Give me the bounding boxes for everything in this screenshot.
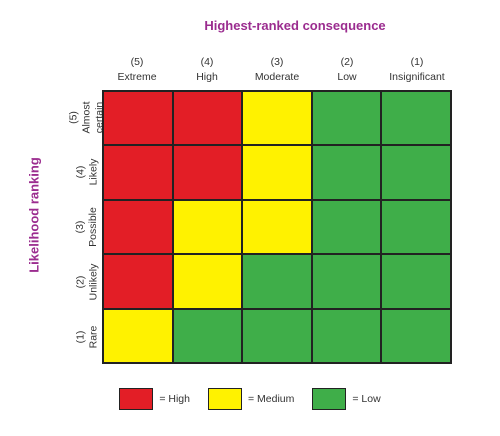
column-header: (5) Extreme [102,55,172,85]
risk-grid [102,90,452,364]
legend-label: = Low [352,393,381,405]
risk-cell-high [172,145,243,200]
risk-cell-medium [172,199,243,255]
row-header: (5) Almost certain [68,90,106,145]
risk-cell-medium [172,254,243,309]
row-header-label: Almost [80,101,93,134]
legend-swatch-medium [207,388,242,410]
risk-cell-low [311,145,382,200]
row-header-number: (4) [74,165,87,179]
legend-label: = Medium [247,393,295,405]
column-header: (2) Low [312,55,382,85]
column-header-label: Low [337,71,357,83]
column-header: (1) Insignificant [382,55,452,85]
column-header-label: High [196,71,218,83]
risk-cell-high [103,254,173,309]
row-header-number: (1) [73,330,86,344]
column-header-label: Extreme [117,71,157,83]
risk-cell-low [381,145,451,200]
legend-swatch-low [312,388,347,410]
row-header: (2) Unlikely [74,254,100,309]
row-header-label: Rare [86,325,99,348]
risk-cell-medium [242,145,312,200]
row-header-number: (2) [74,275,87,289]
risk-cell-low [381,308,451,363]
column-header-label: Insignificant [389,71,445,83]
risk-cell-high [172,91,243,146]
risk-cell-low [311,199,382,255]
row-header: (1) Rare [74,309,100,364]
row-header-number: (3) [74,220,87,234]
row-header: (3) Possible [74,200,100,255]
column-header-number: (1) [410,56,424,68]
risk-cell-low [381,254,451,309]
column-header-number: (2) [340,56,354,68]
risk-cell-high [103,199,173,255]
consequence-axis-title: Highest-ranked consequence [204,18,386,33]
column-header: (3) Moderate [242,55,312,85]
likelihood-axis-title: Likelihood ranking [26,157,42,273]
row-header-number: (5) [67,110,80,124]
row-header-label: Likely [87,158,100,186]
legend-item-medium: = Medium [207,388,295,410]
risk-cell-low [311,91,382,146]
risk-cell-low [242,254,312,309]
risk-cell-low [311,308,382,363]
column-header: (4) High [172,55,242,85]
legend: = High = Medium = Low [0,388,500,410]
legend-swatch-high [119,388,154,410]
column-header-number: (5) [130,56,144,68]
risk-cell-medium [242,91,312,146]
risk-cell-medium [242,199,312,255]
risk-cell-low [172,308,243,363]
row-header: (4) Likely [74,145,100,200]
risk-cell-high [103,91,173,146]
column-header-number: (3) [270,56,284,68]
column-header-label: Moderate [254,71,300,83]
column-header-number: (4) [200,56,214,68]
row-header-label: Possible [87,207,100,247]
risk-cell-low [311,254,382,309]
risk-cell-low [381,91,451,146]
legend-item-low: = Low [312,388,381,410]
legend-label: = High [159,393,190,405]
risk-cell-medium [103,308,173,363]
risk-cell-low [242,308,312,363]
risk-cell-high [103,145,173,200]
row-header-label: Unlikely [87,263,100,301]
legend-item-high: = High [119,388,190,410]
risk-cell-low [381,199,451,255]
